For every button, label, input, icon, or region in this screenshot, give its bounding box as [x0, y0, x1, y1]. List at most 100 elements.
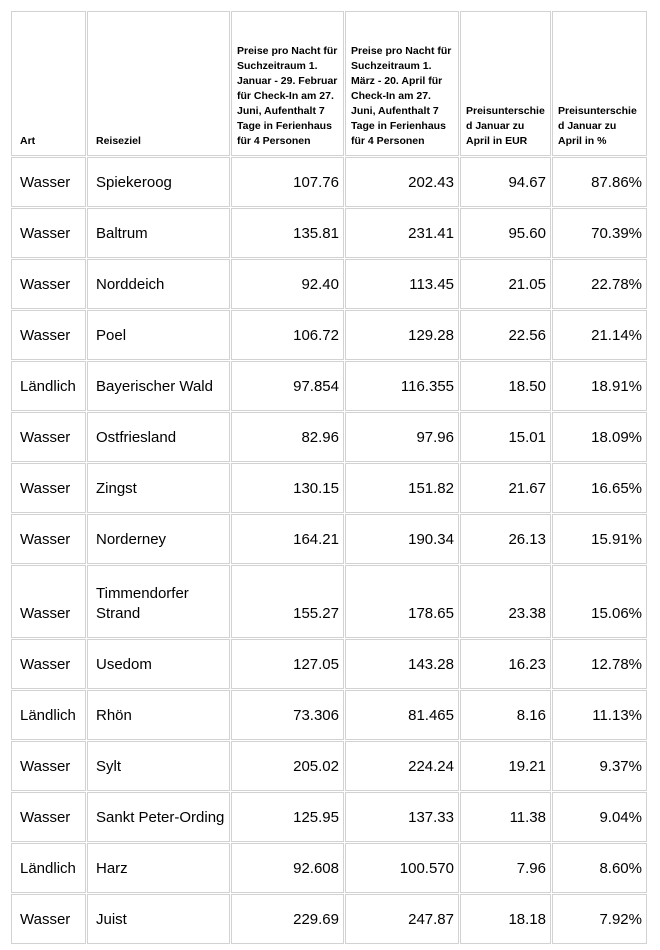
- cell-diff_eur: 15.01: [460, 412, 551, 462]
- cell-text: 164.21: [293, 531, 339, 548]
- cell-preis_jan: 92.608: [231, 843, 344, 893]
- column-header-preis-januar: Preise pro Nacht für Suchzeitraum 1. Jan…: [231, 11, 344, 156]
- cell-text: 15.01: [508, 429, 546, 446]
- cell-diff_pct: 9.37%: [552, 741, 647, 791]
- cell-preis_apr: 100.570: [345, 843, 459, 893]
- cell-text: 247.87: [408, 911, 454, 928]
- table-row: Wasser Sylt 205.02 224.24 19.21 9.37%: [11, 741, 647, 791]
- cell-preis_apr: 178.65: [345, 565, 459, 638]
- cell-diff_eur: 21.05: [460, 259, 551, 309]
- cell-diff_pct: 87.86%: [552, 157, 647, 207]
- table-row: Ländlich Harz 92.608 100.570 7.96 8.60%: [11, 843, 647, 893]
- cell-diff_pct: 21.14%: [552, 310, 647, 360]
- cell-text: Wasser: [20, 758, 71, 775]
- cell-preis_jan: 205.02: [231, 741, 344, 791]
- table-row: Wasser Baltrum 135.81 231.41 95.60 70.39%: [11, 208, 647, 258]
- cell-reiseziel: Rhön: [87, 690, 230, 740]
- cell-text: 97.96: [416, 429, 454, 446]
- cell-text: 12.78%: [591, 656, 642, 673]
- cell-diff_eur: 94.67: [460, 157, 551, 207]
- cell-text: Juist: [96, 911, 127, 928]
- cell-text: 18.18: [508, 911, 546, 928]
- cell-diff_eur: 8.16: [460, 690, 551, 740]
- cell-text: 18.91%: [591, 378, 642, 395]
- cell-text: 125.95: [293, 809, 339, 826]
- cell-preis_jan: 127.05: [231, 639, 344, 689]
- table-row: Wasser Sankt Peter-Ording 125.95 137.33 11.3…: [11, 792, 647, 842]
- cell-text: 15.91%: [591, 531, 642, 548]
- cell-preis_apr: 151.82: [345, 463, 459, 513]
- cell-reiseziel: Norderney: [87, 514, 230, 564]
- cell-preis_jan: 130.15: [231, 463, 344, 513]
- cell-preis_apr: 116.355: [345, 361, 459, 411]
- cell-diff_eur: 22.56: [460, 310, 551, 360]
- cell-text: 178.65: [408, 605, 454, 622]
- cell-diff_eur: 23.38: [460, 565, 551, 638]
- cell-art: Wasser: [11, 741, 86, 791]
- cell-preis_jan: 106.72: [231, 310, 344, 360]
- cell-art: Ländlich: [11, 690, 86, 740]
- cell-reiseziel: Sankt Peter-Ording: [87, 792, 230, 842]
- cell-text: 16.23: [508, 656, 546, 673]
- cell-text: 8.60%: [599, 860, 642, 877]
- cell-reiseziel: Sylt: [87, 741, 230, 791]
- cell-text: Wasser: [20, 327, 71, 344]
- cell-diff_pct: 18.91%: [552, 361, 647, 411]
- table-row: Wasser Spiekeroog 107.76 202.43 94.67 87.86%: [11, 157, 647, 207]
- cell-text: Wasser: [20, 531, 71, 548]
- cell-text: 97.854: [293, 378, 339, 395]
- cell-diff_eur: 18.18: [460, 894, 551, 944]
- cell-text: Ländlich: [20, 860, 76, 877]
- cell-text: 70.39%: [591, 225, 642, 242]
- cell-text: 7.96: [516, 860, 546, 877]
- table-row: Ländlich Rhön 73.306 81.465 8.16 11.13%: [11, 690, 647, 740]
- price-comparison-table-container: Art Reiseziel Preise pro Nacht für Suchz…: [10, 10, 648, 945]
- cell-diff_eur: 7.96: [460, 843, 551, 893]
- table-row: Wasser Norddeich 92.40 113.45 21.05 22.78%: [11, 259, 647, 309]
- price-comparison-table: Art Reiseziel Preise pro Nacht für Suchz…: [10, 10, 648, 945]
- cell-text: Wasser: [20, 429, 71, 446]
- cell-text: 94.67: [508, 174, 546, 191]
- cell-preis_jan: 229.69: [231, 894, 344, 944]
- cell-text: 9.37%: [599, 758, 642, 775]
- cell-text: 151.82: [408, 480, 454, 497]
- cell-reiseziel: Harz: [87, 843, 230, 893]
- cell-diff_pct: 18.09%: [552, 412, 647, 462]
- cell-reiseziel: Usedom: [87, 639, 230, 689]
- cell-text: 7.92%: [599, 911, 642, 928]
- cell-text: Wasser: [20, 605, 71, 622]
- cell-text: 15.06%: [591, 605, 642, 622]
- cell-reiseziel: Spiekeroog: [87, 157, 230, 207]
- cell-diff_eur: 19.21: [460, 741, 551, 791]
- cell-text: 92.40: [301, 276, 339, 293]
- cell-text: Wasser: [20, 656, 71, 673]
- cell-text: 202.43: [408, 174, 454, 191]
- cell-text: 22.78%: [591, 276, 642, 293]
- cell-text: 130.15: [293, 480, 339, 497]
- cell-text: 11.13%: [592, 707, 642, 724]
- cell-text: 26.13: [508, 531, 546, 548]
- cell-art: Wasser: [11, 157, 86, 207]
- cell-text: Wasser: [20, 276, 71, 293]
- cell-art: Wasser: [11, 792, 86, 842]
- cell-text: Harz: [96, 860, 128, 877]
- cell-preis_apr: 202.43: [345, 157, 459, 207]
- cell-text: Norderney: [96, 531, 167, 548]
- cell-preis_jan: 97.854: [231, 361, 344, 411]
- cell-text: 21.05: [508, 276, 546, 293]
- cell-art: Wasser: [11, 639, 86, 689]
- cell-text: 22.56: [508, 327, 546, 344]
- cell-text: 113.45: [409, 276, 454, 293]
- cell-diff_pct: 11.13%: [552, 690, 647, 740]
- cell-text: 155.27: [293, 605, 339, 622]
- table-row: Wasser Norderney 164.21 190.34 26.13 15.91%: [11, 514, 647, 564]
- cell-text: 87.86%: [591, 174, 642, 191]
- cell-preis_jan: 73.306: [231, 690, 344, 740]
- cell-text: Ländlich: [20, 378, 76, 395]
- cell-art: Wasser: [11, 412, 86, 462]
- cell-text: Wasser: [20, 911, 71, 928]
- cell-preis_jan: 135.81: [231, 208, 344, 258]
- cell-art: Wasser: [11, 514, 86, 564]
- table-row: Wasser Usedom 127.05 143.28 16.23 12.78%: [11, 639, 647, 689]
- cell-art: Wasser: [11, 310, 86, 360]
